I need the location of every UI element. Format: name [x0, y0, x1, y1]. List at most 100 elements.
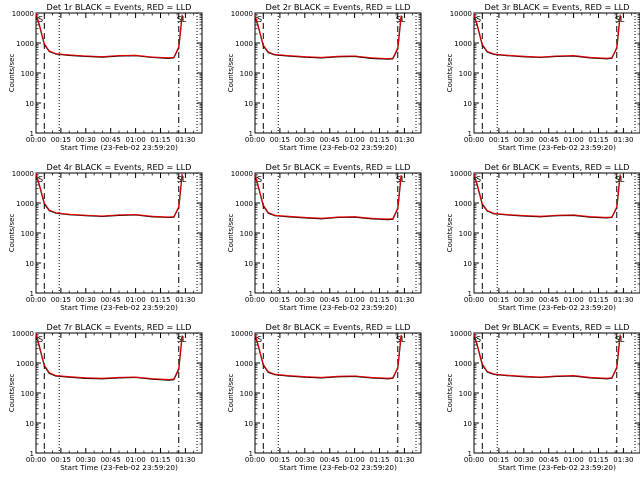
flag-label-start: S	[38, 335, 43, 344]
data-point-lld	[539, 215, 542, 217]
data-point-lld	[257, 344, 259, 346]
plot-frame	[35, 332, 203, 454]
data-point-lld	[619, 14, 621, 16]
data-point-lld	[539, 376, 542, 378]
y-axis-label: Counts/sec	[8, 374, 16, 413]
x-tick-label: 00:00	[464, 296, 484, 304]
chart-panel-1: Det 1r BLACK = Events, RED = LLD 1 10 100 10…	[8, 2, 203, 152]
data-point-lld	[101, 215, 103, 217]
y-tick-label: 100	[21, 70, 34, 78]
y-axis-label: Counts/sec	[227, 214, 235, 253]
chart-title: Det 9r BLACK = Events, RED = LLD	[485, 322, 630, 332]
flag-label-start: S	[257, 175, 262, 184]
data-point-lld	[267, 371, 269, 373]
y-tick-label: 1000	[235, 40, 253, 48]
x-axis-label: Start Time (23-Feb-02 23:59:20)	[60, 463, 178, 472]
x-tick-label: 00:00	[464, 456, 484, 464]
data-point-lld	[287, 215, 289, 217]
data-point-lld	[68, 54, 70, 56]
data-point-lld	[173, 216, 175, 218]
x-axis-label: Start Time (23-Feb-02 23:59:20)	[498, 303, 616, 312]
data-point-lld	[168, 57, 170, 59]
y-tick-label: 1	[468, 130, 472, 138]
chart-title: Det 1r BLACK = Events, RED = LLD	[47, 2, 192, 12]
x-tick-label: 01:00	[564, 296, 584, 304]
x-tick-label: 00:30	[514, 136, 534, 144]
x-tick-label: 00:00	[26, 136, 46, 144]
data-point-lld	[262, 44, 264, 46]
x-tick-label: 01:30	[613, 136, 633, 144]
y-tick-label: 1000	[16, 200, 34, 208]
y-axis-label: Counts/sec	[8, 214, 16, 253]
data-point-lld	[506, 374, 508, 376]
x-tick-label: 01:30	[394, 456, 414, 464]
data-point-lld	[400, 15, 402, 17]
x-tick-label: 01:30	[394, 136, 414, 144]
flag-label-start: S	[476, 335, 481, 344]
data-point-lld	[35, 13, 37, 15]
data-point-lld	[481, 203, 483, 205]
data-point-lld	[392, 377, 394, 379]
x-tick-label: 00:15	[51, 136, 71, 144]
data-point-lld	[257, 25, 259, 27]
data-point-lld	[262, 204, 264, 206]
y-tick-label: 1	[249, 290, 253, 298]
data-point-lld	[337, 55, 339, 57]
y-tick-label: 100	[240, 70, 253, 78]
x-tick-label: 00:00	[26, 296, 46, 304]
data-point-lld	[523, 375, 525, 377]
flag-label-start: S	[38, 15, 43, 24]
y-axis-label: Counts/sec	[446, 214, 454, 253]
y-tick-label: 10	[463, 100, 472, 108]
plot-frame	[473, 12, 640, 134]
y-tick-label: 10000	[450, 170, 472, 178]
x-tick-label: 00:15	[489, 296, 509, 304]
data-point-lld	[473, 173, 475, 175]
x-tick-label: 01:30	[613, 296, 633, 304]
x-tick-label: 00:45	[539, 456, 559, 464]
x-tick-label: 01:15	[369, 296, 389, 304]
plot-frame	[35, 12, 203, 134]
x-tick-label: 00:30	[514, 456, 534, 464]
data-point-lld	[43, 364, 45, 366]
data-point-lld	[55, 212, 57, 214]
x-tick-label: 01:30	[175, 136, 195, 144]
data-point-lld	[387, 377, 389, 379]
y-tick-label: 1	[30, 130, 34, 138]
data-point-lld	[573, 375, 575, 377]
data-point-lld	[589, 56, 591, 59]
data-point-lld	[181, 14, 183, 16]
chart-panel-5: Det 5r BLACK = Events, RED = LLD 1 10 100 10…	[227, 162, 422, 312]
y-tick-label: 10	[25, 100, 34, 108]
data-point-lld	[254, 14, 256, 16]
chart-title: Det 6r BLACK = Events, RED = LLD	[485, 162, 630, 172]
x-tick-label: 01:00	[564, 136, 584, 144]
y-tick-label: 10000	[450, 10, 472, 18]
x-tick-label: 01:00	[345, 456, 365, 464]
chart-title: Det 4r BLACK = Events, RED = LLD	[47, 162, 192, 172]
chart-title: Det 7r BLACK = Events, RED = LLD	[47, 322, 192, 332]
y-tick-label: 1000	[16, 360, 34, 368]
data-point-lld	[118, 55, 120, 57]
data-point-lld	[173, 378, 175, 380]
data-point-lld	[506, 54, 508, 56]
x-tick-label: 00:00	[245, 296, 265, 304]
data-point-lld	[320, 376, 322, 378]
y-tick-label: 100	[459, 390, 472, 398]
x-tick-label: 00:45	[320, 136, 340, 144]
x-tick-label: 01:15	[369, 136, 389, 144]
data-point-lld	[68, 213, 70, 215]
data-point-lld	[43, 43, 45, 45]
data-point-lld	[606, 377, 608, 379]
series-line-events	[35, 334, 183, 381]
x-tick-label: 01:15	[150, 456, 170, 464]
data-point-lld	[267, 51, 269, 53]
y-tick-label: 10000	[231, 330, 253, 338]
chart-panel-7: Det 7r BLACK = Events, RED = LLD 1 10 100 10…	[8, 322, 203, 472]
data-point-lld	[85, 55, 87, 57]
chart-panel-8: Det 8r BLACK = Events, RED = LLD 1 10 100 10…	[227, 322, 422, 472]
x-axis-label: Start Time (23-Feb-02 23:59:20)	[279, 143, 397, 152]
series-line-lld	[254, 174, 402, 220]
data-point-lld	[43, 202, 45, 204]
flag-label-start: S	[476, 175, 481, 184]
